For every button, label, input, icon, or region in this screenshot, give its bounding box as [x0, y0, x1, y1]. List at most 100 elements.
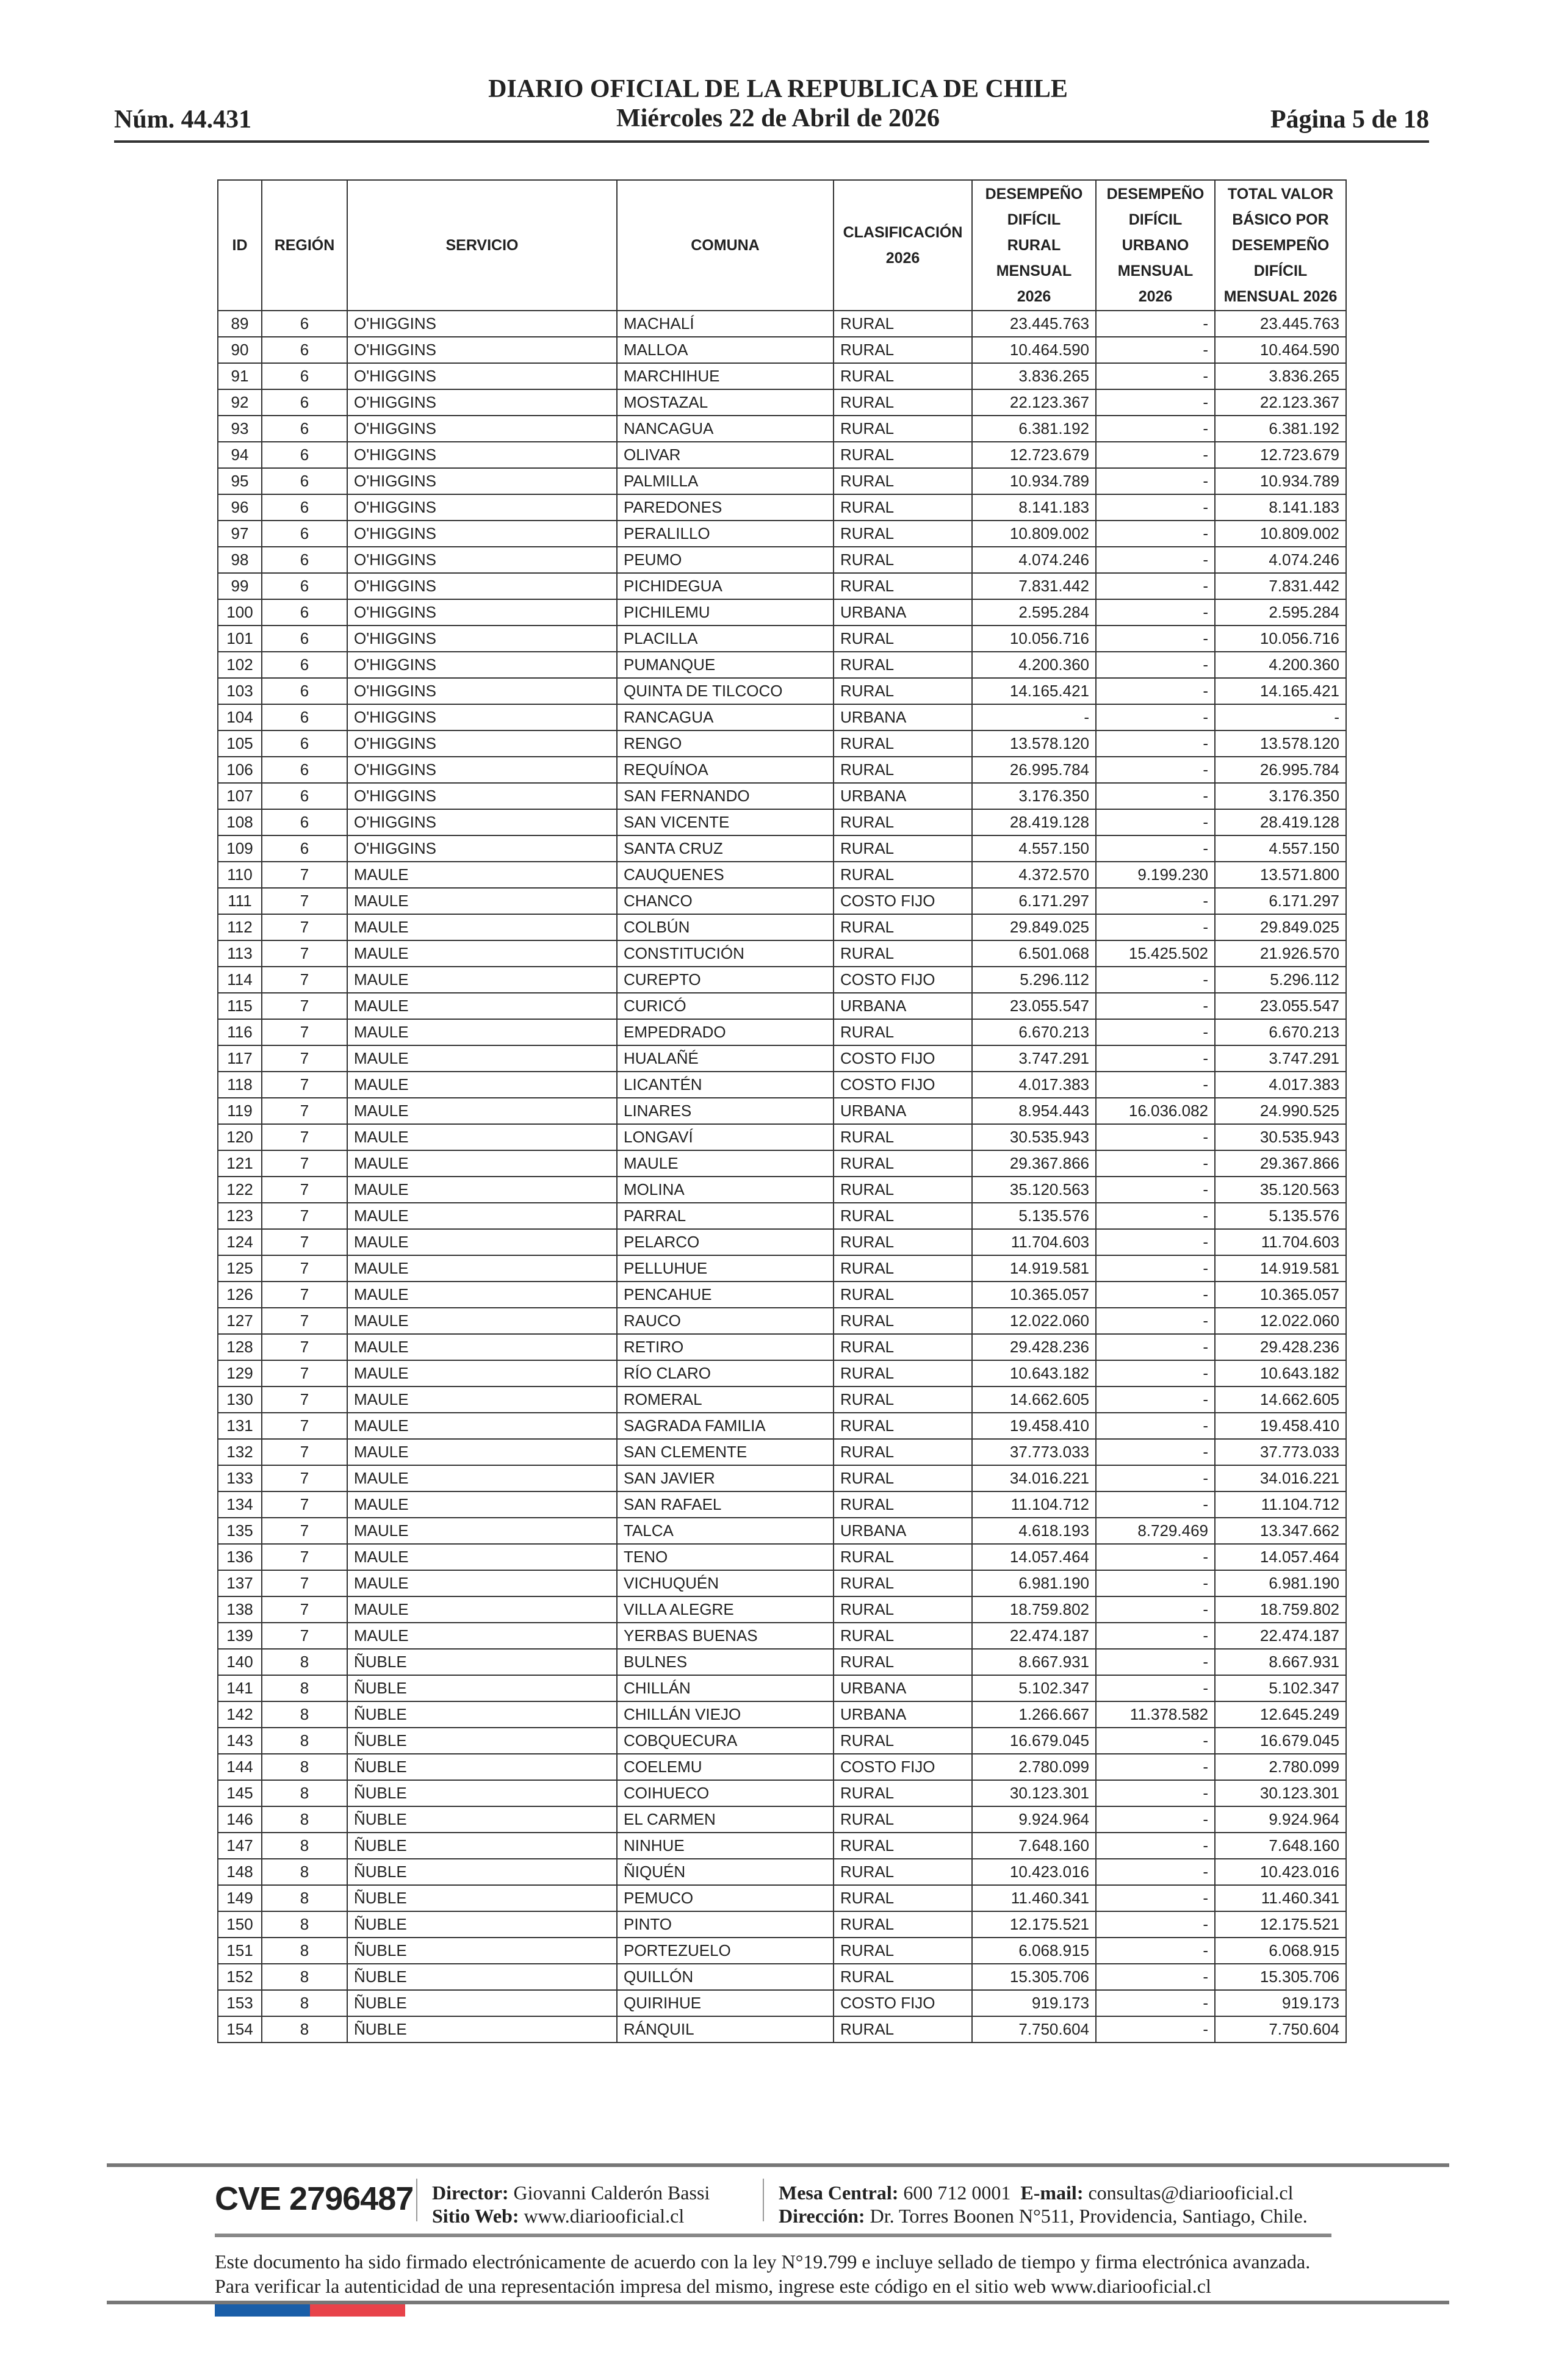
cell-urbano: 16.036.082 — [1095, 1097, 1216, 1125]
email-label: E-mail: — [1020, 2182, 1084, 2204]
cell-urbano: - — [1095, 1937, 1216, 1964]
cell-total: 3.747.291 — [1214, 1045, 1347, 1072]
cell-servicio: O'HIGGINS — [347, 494, 618, 521]
cell-total: 13.347.662 — [1214, 1517, 1347, 1545]
cell-rural: 4.372.570 — [971, 861, 1097, 889]
table-row: 93 6 O'HIGGINS NANCAGUA RURAL 6.381.192-6.381… — [217, 415, 1347, 442]
cell-region: 6 — [261, 362, 348, 390]
cell-urbano: - — [1095, 1622, 1216, 1650]
cell-clasificacion: COSTO FIJO — [833, 1753, 973, 1781]
table-row: 154 8 ÑUBLE RÁNQUIL RURAL 7.750.604-7.750.604 — [217, 2016, 1347, 2043]
cell-id: 136 — [217, 1543, 262, 1571]
cell-region: 7 — [261, 861, 348, 889]
cell-id: 139 — [217, 1622, 262, 1650]
cell-clasificacion: URBANA — [833, 1701, 973, 1728]
table-row: 131 7 MAULE SAGRADA FAMILIA RURAL 19.458.410-… — [217, 1412, 1347, 1440]
cell-comuna: PALMILLA — [616, 467, 834, 495]
cell-comuna: PELLUHUE — [616, 1255, 834, 1282]
cell-urbano: - — [1095, 730, 1216, 757]
cell-region: 6 — [261, 520, 348, 547]
cell-rural: 6.981.190 — [971, 1570, 1097, 1597]
cell-region: 7 — [261, 1097, 348, 1125]
cell-region: 7 — [261, 966, 348, 993]
col-total: TOTAL VALOR BÁSICO POR DESEMPEÑO DIFÍCIL… — [1214, 179, 1347, 311]
cell-total: 12.175.521 — [1214, 1911, 1347, 1938]
cell-total: 29.849.025 — [1214, 914, 1347, 941]
cell-comuna: PICHIDEGUA — [616, 572, 834, 600]
table-row: 111 7 MAULE CHANCO COSTO FIJO 6.171.297-6.171… — [217, 887, 1347, 915]
table-row: 117 7 MAULE HUALAÑÉ COSTO FIJO 3.747.291-3.74… — [217, 1045, 1347, 1072]
table-row: 96 6 O'HIGGINS PAREDONES RURAL 8.141.183-8.14… — [217, 494, 1347, 521]
cell-comuna: RAUCO — [616, 1307, 834, 1335]
cell-comuna: QUINTA DE TILCOCO — [616, 677, 834, 705]
cell-region: 7 — [261, 1176, 348, 1203]
cell-clasificacion: URBANA — [833, 599, 973, 626]
cell-id: 108 — [217, 809, 262, 836]
cell-urbano: - — [1095, 1307, 1216, 1335]
cell-urbano: - — [1095, 310, 1216, 337]
cell-total: 15.305.706 — [1214, 1963, 1347, 1991]
cell-clasificacion: RURAL — [833, 336, 973, 364]
table-row: 148 8 ÑUBLE ÑIQUÉN RURAL 10.423.016-10.423.01… — [217, 1858, 1347, 1886]
cell-clasificacion: COSTO FIJO — [833, 887, 973, 915]
cell-urbano: - — [1095, 336, 1216, 364]
cell-clasificacion: RURAL — [833, 1884, 973, 1912]
cell-id: 151 — [217, 1937, 262, 1964]
cell-servicio: O'HIGGINS — [347, 389, 618, 416]
table-row: 106 6 O'HIGGINS REQUÍNOA RURAL 26.995.784-26.… — [217, 756, 1347, 784]
phone-label: Mesa Central: — [779, 2182, 899, 2204]
cell-total: 10.365.057 — [1214, 1281, 1347, 1308]
cell-urbano: - — [1095, 362, 1216, 390]
cell-region: 7 — [261, 940, 348, 967]
table-row: 152 8 ÑUBLE QUILLÓN RURAL 15.305.706-15.305.7… — [217, 1963, 1347, 1991]
flag-red-stripe — [310, 2304, 405, 2317]
table-row: 97 6 O'HIGGINS PERALILLO RURAL 10.809.002-10.… — [217, 520, 1347, 547]
cell-servicio: MAULE — [347, 1596, 618, 1623]
cell-urbano: - — [1095, 782, 1216, 810]
cell-rural: 6.381.192 — [971, 415, 1097, 442]
cell-rural: 14.165.421 — [971, 677, 1097, 705]
footer-separator — [763, 2179, 764, 2221]
table-row: 90 6 O'HIGGINS MALLOA RURAL 10.464.590-10.464… — [217, 336, 1347, 364]
email-link[interactable]: consultas@diariooficial.cl — [1088, 2182, 1294, 2204]
cell-urbano: - — [1095, 1753, 1216, 1781]
footer-divider-top — [107, 2163, 1449, 2167]
cell-clasificacion: RURAL — [833, 1307, 973, 1335]
director-label: Director: — [432, 2182, 509, 2204]
cell-servicio: ÑUBLE — [347, 1911, 618, 1938]
cell-id: 122 — [217, 1176, 262, 1203]
cell-total: 5.296.112 — [1214, 966, 1347, 993]
cell-comuna: SAN JAVIER — [616, 1465, 834, 1492]
cell-region: 7 — [261, 1255, 348, 1282]
cell-clasificacion: RURAL — [833, 1648, 973, 1676]
table-row: 151 8 ÑUBLE PORTEZUELO RURAL 6.068.915-6.068.… — [217, 1937, 1347, 1964]
cell-servicio: MAULE — [347, 992, 618, 1020]
table-row: 146 8 ÑUBLE EL CARMEN RURAL 9.924.964-9.924.9… — [217, 1806, 1347, 1833]
web-link[interactable]: www.diariooficial.cl — [524, 2205, 685, 2227]
cell-urbano: - — [1095, 1727, 1216, 1754]
cell-region: 6 — [261, 756, 348, 784]
table-row: 134 7 MAULE SAN RAFAEL RURAL 11.104.712-11.10… — [217, 1491, 1347, 1518]
cell-rural: 11.460.341 — [971, 1884, 1097, 1912]
cell-rural: 16.679.045 — [971, 1727, 1097, 1754]
cell-clasificacion: RURAL — [833, 677, 973, 705]
table-row: 136 7 MAULE TENO RURAL 14.057.464-14.057.464 — [217, 1543, 1347, 1571]
issue-number: Núm. 44.431 — [114, 106, 252, 134]
cell-urbano: - — [1095, 389, 1216, 416]
cell-comuna: CHILLÁN — [616, 1675, 834, 1702]
cell-clasificacion: RURAL — [833, 1727, 973, 1754]
cell-clasificacion: RURAL — [833, 1622, 973, 1650]
cell-urbano: - — [1095, 1963, 1216, 1991]
cell-comuna: MALLOA — [616, 336, 834, 364]
cell-comuna: SANTA CRUZ — [616, 835, 834, 862]
cell-urbano: 9.199.230 — [1095, 861, 1216, 889]
cell-servicio: ÑUBLE — [347, 1989, 618, 2017]
cell-servicio: MAULE — [347, 1465, 618, 1492]
cell-rural: 4.017.383 — [971, 1071, 1097, 1098]
cell-id: 133 — [217, 1465, 262, 1492]
cell-comuna: COIHUECO — [616, 1780, 834, 1807]
cell-rural: 22.123.367 — [971, 389, 1097, 416]
web-label: Sitio Web: — [432, 2205, 519, 2227]
cell-rural: 8.141.183 — [971, 494, 1097, 521]
cell-total: 11.104.712 — [1214, 1491, 1347, 1518]
